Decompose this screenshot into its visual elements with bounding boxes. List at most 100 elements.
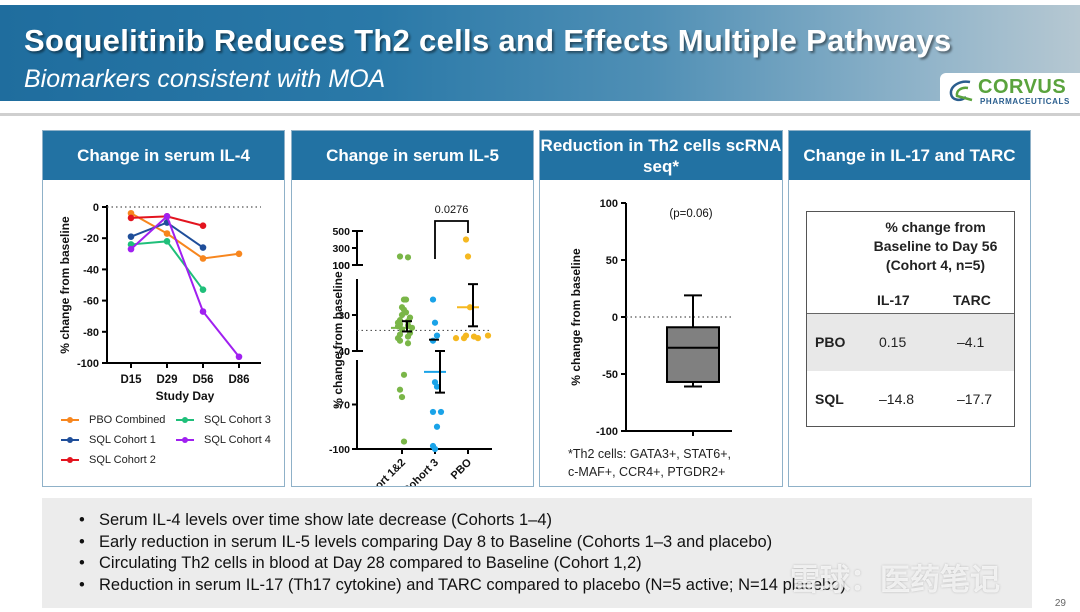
panel-th2: Reduction in Th2 cells scRNA seq* 100 50 0… [539,130,783,487]
cell-il17: 0.15 [879,334,907,350]
data-point [433,332,441,339]
data-point [127,241,135,248]
row-label: PBO [815,334,846,350]
logo-subtext: PHARMACEUTICALS [980,97,1070,106]
y-tick-label: 100 [332,260,350,272]
data-point [199,255,207,262]
row-label: SQL [815,391,844,407]
data-point [433,423,441,430]
table-header-line: (Cohort 4, n=5) [885,257,986,273]
legend-label: SQL Cohort 4 [204,434,271,446]
significance-bracket [434,220,469,259]
y-tick-label: 30 [338,310,350,322]
data-point [163,213,171,220]
x-tick-label: PBO [449,456,475,482]
data-point [398,393,406,401]
data-point [127,214,135,222]
panel-title: Change in serum IL-5 [292,131,533,180]
data-point [404,333,412,340]
data-point [396,253,404,260]
cell-tarc: –17.7 [957,391,993,407]
legend-swatch-icon [61,437,79,443]
data-point [464,253,472,260]
y-tick-label: -100 [596,426,618,438]
legend-label: PBO Combined [89,414,166,426]
panel-title: Change in serum IL-4 [43,131,284,180]
summary-box: Serum IL-4 levels over time show late de… [42,498,1032,608]
x-tick-label: D56 [192,374,213,386]
data-point [396,337,404,344]
data-point [235,250,243,258]
data-point [400,438,408,445]
data-point [235,353,243,361]
data-point [437,408,445,416]
y-tick-label: -60 [83,296,99,308]
data-point [199,222,207,230]
y-tick-label: -100 [329,444,350,456]
data-point [429,337,437,344]
cell-il17: –14.8 [879,391,915,407]
data-point [433,383,441,390]
column-header-tarc: TARC [953,292,991,308]
corvus-logo: CORVUS PHARMACEUTICALS [940,73,1080,109]
summary-bullet: Serum IL-4 levels over time show late de… [79,510,1032,532]
panel-il4: Change in serum IL-4 0 -20 -40 -60 -80 -100 D1… [42,130,285,487]
th2-footnote: *Th2 cells: GATA3+, STAT6+, c-MAF+, CCR4… [568,445,731,481]
data-point [127,245,135,253]
column-header-il17: IL-17 [877,292,910,308]
y-tick-label: -100 [77,358,99,370]
y-tick-label: -40 [83,264,99,276]
table-row: SQL –14.8 –17.7 [807,371,1014,428]
summary-list: Serum IL-4 levels over time show late de… [42,498,1032,596]
table-header-line: Baseline to Day 56 [873,238,998,254]
legend-swatch-icon [176,437,194,443]
legend-swatch-icon [61,417,79,423]
series-line-sql-cohort-4 [130,214,240,358]
data-point [163,238,171,245]
summary-bullet: Early reduction in serum IL-5 levels com… [79,532,1032,554]
data-point [400,371,408,378]
watermark: 雪球：医药笔记 [790,564,1000,597]
legend-label: SQL Cohort 3 [204,414,271,426]
y-axis-label: % change from baseline [331,271,345,409]
series-line-pbo-combined [130,212,240,260]
data-point [452,335,460,342]
y-tick-label: -70 [335,400,350,412]
panel-il17-tarc: Change in IL-17 and TARC % change from B… [788,130,1031,487]
y-tick-label: -20 [83,233,99,245]
y-tick-label: 100 [332,260,350,272]
data-point [429,296,437,303]
data-point [199,244,207,251]
th2-box-chart: 100 50 0 -50 -100 % change from baseline (p=0.… [569,198,732,438]
y-axis-label: % change from baseline [569,248,583,386]
footnote-line: *Th2 cells: GATA3+, STAT6+, [568,447,732,461]
box-iqr [666,326,720,383]
p-value-label: 0.0276 [435,204,469,216]
y-tick-label: -40 [335,346,350,358]
page-number: 29 [1054,598,1066,609]
x-tick-label: Cohort 3 [401,457,441,486]
y-tick-label: 50 [606,255,618,267]
p-value-label: (p=0.06) [669,208,712,220]
legend-item: SQL Cohort 3 [176,414,271,426]
il17-tarc-table: % change from Baseline to Day 56 (Cohort… [806,211,1015,427]
legend-item: PBO Combined [61,414,165,426]
table-rule [807,313,1014,314]
data-point [431,445,439,453]
legend-label: SQL Cohort 1 [89,434,156,446]
y-axis-label: % change from baseline [58,216,72,354]
x-tick-label: D15 [120,374,142,386]
legend-item: SQL Cohort 2 [61,454,156,466]
y-tick-label: 500 [332,226,350,238]
data-point [402,296,410,303]
data-point [429,408,437,416]
legend-label: SQL Cohort 2 [89,454,156,466]
y-tick-label: -80 [83,327,99,339]
panel-il5: Change in serum IL-5 500 300 100 100 30 -40 -4… [291,130,534,487]
y-tick-label: -50 [602,369,618,381]
data-point [460,335,468,342]
data-point [396,386,404,393]
y-tick-label: 0 [612,312,618,324]
divider [0,113,1080,116]
data-point [431,319,439,326]
